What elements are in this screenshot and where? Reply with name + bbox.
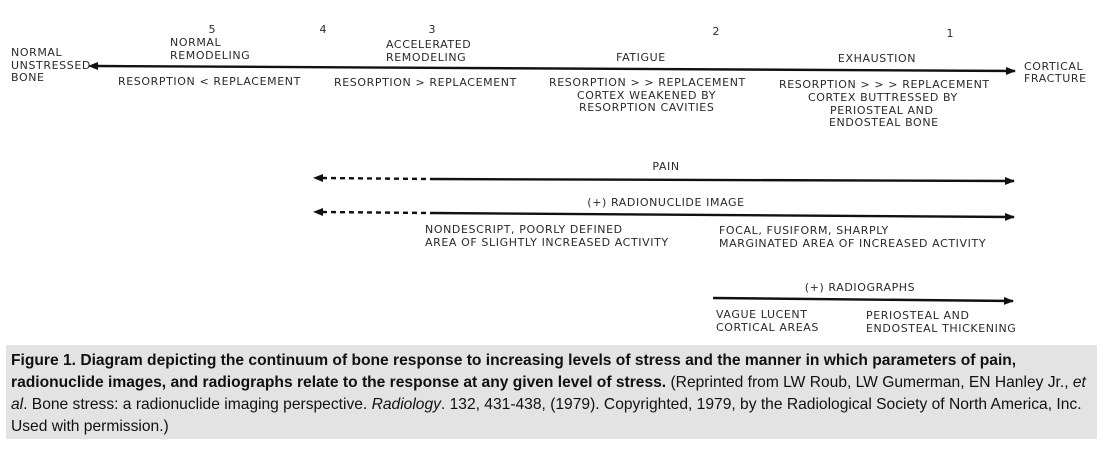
radionuclide-right-line-1: FOCAL, FUSIFORM, SHARPLY bbox=[719, 224, 889, 237]
stage-number-3: 3 bbox=[429, 23, 436, 36]
stage-1-label: EXHAUSTION bbox=[838, 52, 916, 65]
stage-number-4: 4 bbox=[320, 23, 327, 36]
radionuclide-right-line-2: MARGINATED AREA OF INCREASED ACTIVITY bbox=[719, 237, 986, 250]
caption-text-1: (Reprinted from LW Roub, LW Gumerman, EN… bbox=[666, 374, 1073, 391]
pain-label: PAIN bbox=[652, 160, 679, 173]
balance-stage-2-line-2: CORTEX WEAKENED BY bbox=[577, 89, 716, 102]
stage-number-5: 5 bbox=[209, 23, 216, 36]
radiograph-right-line-1: PERIOSTEAL AND bbox=[866, 309, 970, 322]
right-end-line-2: FRACTURE bbox=[1024, 72, 1087, 85]
continuum-arrow bbox=[88, 62, 1016, 75]
caption-italic-2: Radiology bbox=[371, 396, 441, 413]
left-end-line-1: NORMAL bbox=[11, 46, 63, 59]
radiograph-label: (+) RADIOGRAPHS bbox=[805, 281, 916, 294]
stage-3-label-line-1: ACCELERATED bbox=[386, 38, 471, 51]
balance-stage-1-line-4: ENDOSTEAL BONE bbox=[829, 116, 939, 129]
radiograph-left-line-2: CORTICAL AREAS bbox=[716, 321, 819, 334]
radionuclide-arrow bbox=[429, 211, 1015, 221]
caption-text-3: . 132, 431-438, (1979). Copyrighted, 197… bbox=[11, 396, 1082, 435]
pain-dashed-arrow bbox=[313, 174, 431, 183]
stage-5-label-line-2: REMODELING bbox=[170, 49, 250, 62]
pain-arrow bbox=[429, 176, 1015, 185]
radionuclide-left-line-2: AREA OF SLIGHTLY INCREASED ACTIVITY bbox=[425, 236, 669, 249]
radiograph-arrow bbox=[712, 296, 1014, 305]
balance-stage-5: RESORPTION < REPLACEMENT bbox=[118, 75, 301, 88]
figure-caption: Figure 1. Diagram depicting the continuu… bbox=[6, 345, 1097, 439]
stage-number-2: 2 bbox=[713, 25, 720, 38]
radionuclide-label: (+) RADIONUCLIDE IMAGE bbox=[587, 196, 744, 209]
stage-2-label: FATIGUE bbox=[616, 51, 666, 64]
radionuclide-left-line-1: NONDESCRIPT, POORLY DEFINED bbox=[425, 223, 623, 236]
right-end-line-1: CORTICAL bbox=[1024, 60, 1084, 73]
balance-stage-1-line-3: PERIOSTEAL AND bbox=[830, 104, 934, 117]
left-end-line-2: UNSTRESSED bbox=[11, 59, 91, 72]
caption-italic-1: et al bbox=[11, 374, 1086, 413]
balance-stage-2-line-1: RESORPTION > > REPLACEMENT bbox=[549, 76, 746, 89]
caption-text-2: . Bone stress: a radionuclide imaging pe… bbox=[23, 396, 372, 413]
balance-stage-1-line-1: RESORPTION > > > REPLACEMENT bbox=[779, 78, 990, 91]
balance-stage-2-line-3: RESORPTION CAVITIES bbox=[579, 101, 714, 114]
radionuclide-dashed-arrow bbox=[313, 208, 431, 217]
balance-stage-3: RESORPTION > REPLACEMENT bbox=[334, 76, 517, 89]
radiograph-right-line-2: ENDOSTEAL THICKENING bbox=[866, 322, 1016, 335]
stage-number-1: 1 bbox=[947, 27, 954, 40]
balance-stage-1-line-2: CORTEX BUTTRESSED BY bbox=[808, 91, 958, 104]
stage-5-label-line-1: NORMAL bbox=[170, 36, 222, 49]
left-end-line-3: BONE bbox=[11, 71, 45, 84]
radiograph-left-line-1: VAGUE LUCENT bbox=[716, 308, 808, 321]
caption-bold-title: Figure 1. Diagram depicting the continuu… bbox=[11, 352, 1017, 391]
stage-3-label-line-2: REMODELING bbox=[386, 51, 466, 64]
